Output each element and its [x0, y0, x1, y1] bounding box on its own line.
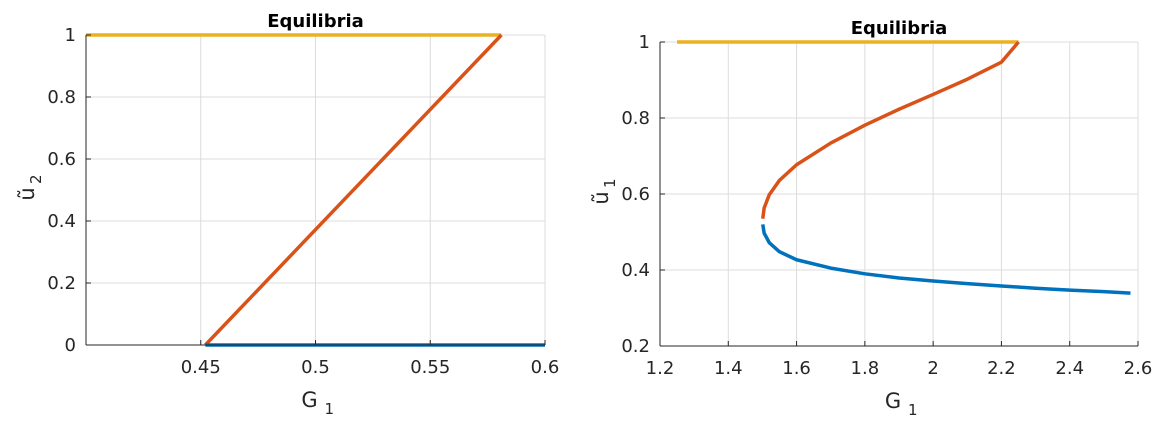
x-axis-label: G: [885, 389, 901, 413]
y-axis-label-group: ũ1: [589, 178, 619, 204]
y-tick-label: 0.4: [47, 211, 76, 232]
y-tick-label: 0.6: [621, 184, 650, 205]
x-tick-label: 1.4: [714, 358, 743, 379]
x-tick-label: 1.2: [646, 358, 675, 379]
y-axis-label-subscript: 1: [601, 178, 619, 188]
x-tick-label: 1.6: [782, 358, 811, 379]
chart-right: 1.2 1.4 1.6 1.8 2 2.2 2.4 2.6 0.2 0.4 0.6 0.8 1 Equil…: [589, 18, 1152, 419]
series-line-2: [761, 224, 1131, 295]
x-tick-label: 2.2: [987, 358, 1016, 379]
y-tick-label: 0.8: [621, 108, 650, 129]
x-tick-label: 0.6: [531, 357, 560, 378]
y-axis-label-group: ũ2: [15, 174, 45, 200]
chart-title: Equilibria: [851, 18, 948, 39]
x-axis-label: G: [301, 388, 317, 412]
y-axis-label: ũ: [589, 191, 613, 204]
x-tick-label: 1.8: [851, 358, 880, 379]
y-tick-label: 0.2: [621, 336, 650, 357]
x-tick-label: 0.55: [410, 357, 450, 378]
y-tick-label: 0.2: [47, 273, 76, 294]
y-tick-label: 1: [65, 25, 76, 46]
x-axis-label-subscript: 1: [325, 400, 335, 418]
series-line-1: [204, 33, 503, 347]
x-axis-label-subscript: 1: [908, 401, 918, 419]
x-tick-label: 2.6: [1124, 358, 1153, 379]
x-tick-label: 2.4: [1055, 358, 1084, 379]
y-tick-label: 0: [65, 335, 76, 356]
x-tick-label: 0.45: [181, 357, 221, 378]
y-tick-label: 0.8: [47, 87, 76, 108]
chart-title: Equilibria: [267, 11, 364, 32]
x-tick-label: 0.5: [301, 357, 330, 378]
y-axis-label-subscript: 2: [27, 174, 45, 184]
y-axis-label: ũ: [15, 187, 39, 200]
series-line-1: [761, 40, 1020, 219]
y-tick-label: 1: [639, 32, 650, 53]
y-tick-label: 0.6: [47, 149, 76, 170]
x-tick-label: 2: [927, 358, 938, 379]
y-tick-label: 0.4: [621, 260, 650, 281]
